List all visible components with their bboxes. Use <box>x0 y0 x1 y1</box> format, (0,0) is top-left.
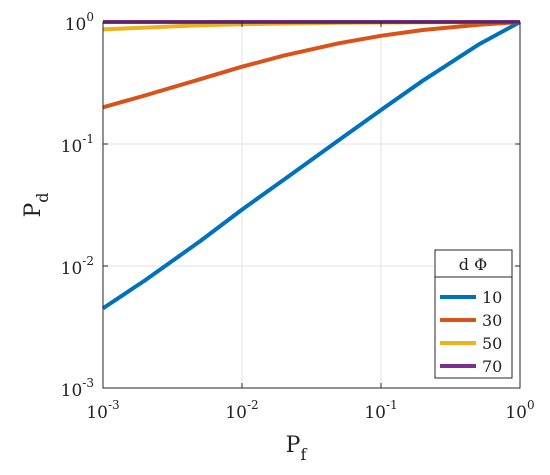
x-tick-exponent: -1 <box>386 398 398 412</box>
x-tick-base: 10 <box>225 403 247 423</box>
x-tick-base: 10 <box>86 403 108 423</box>
y-axis-label: Pd <box>21 192 52 217</box>
series-line-10 <box>101 20 521 310</box>
x-tick-label: 10-3 <box>86 398 119 423</box>
x-tick-base: 10 <box>364 403 386 423</box>
x-tick-exponent: 0 <box>527 398 535 412</box>
y-tick-base: 10 <box>61 259 83 279</box>
legend-label-70: 70 <box>482 357 502 376</box>
y-tick-label: 10-3 <box>61 376 94 401</box>
legend: d Φ 10 30 50 70 <box>434 249 513 379</box>
y-tick-base: 10 <box>61 137 83 157</box>
y-tick-exponent: -1 <box>82 132 94 146</box>
y-tick-base: 10 <box>61 381 83 401</box>
series-line-30 <box>102 20 521 110</box>
legend-label-10: 10 <box>482 288 502 307</box>
y-tick-base: 10 <box>65 15 87 35</box>
legend-label-50: 50 <box>482 334 502 353</box>
y-tick-exponent: 0 <box>86 10 94 24</box>
legend-items: 10 30 50 70 <box>440 288 502 376</box>
y-tick-label: 100 <box>65 10 94 35</box>
x-tick-label: 10-1 <box>364 398 397 423</box>
x-tick-label: 10-2 <box>225 398 258 423</box>
x-tick-exponent: -2 <box>247 398 259 412</box>
x-tick-base: 10 <box>505 403 527 423</box>
plot-frame <box>102 21 521 389</box>
legend-title: d Φ <box>459 255 487 274</box>
y-tick-exponent: -2 <box>82 254 94 268</box>
legend-label-30: 30 <box>482 311 502 330</box>
x-tick-label: 100 <box>505 398 534 423</box>
x-tick-exponent: -3 <box>108 398 120 412</box>
y-tick-label: 10-2 <box>61 254 94 279</box>
legend-box <box>434 249 513 379</box>
y-tick-label: 10-1 <box>61 132 94 157</box>
x-axis-label: Pf <box>286 433 308 464</box>
y-tick-exponent: -3 <box>82 376 94 390</box>
